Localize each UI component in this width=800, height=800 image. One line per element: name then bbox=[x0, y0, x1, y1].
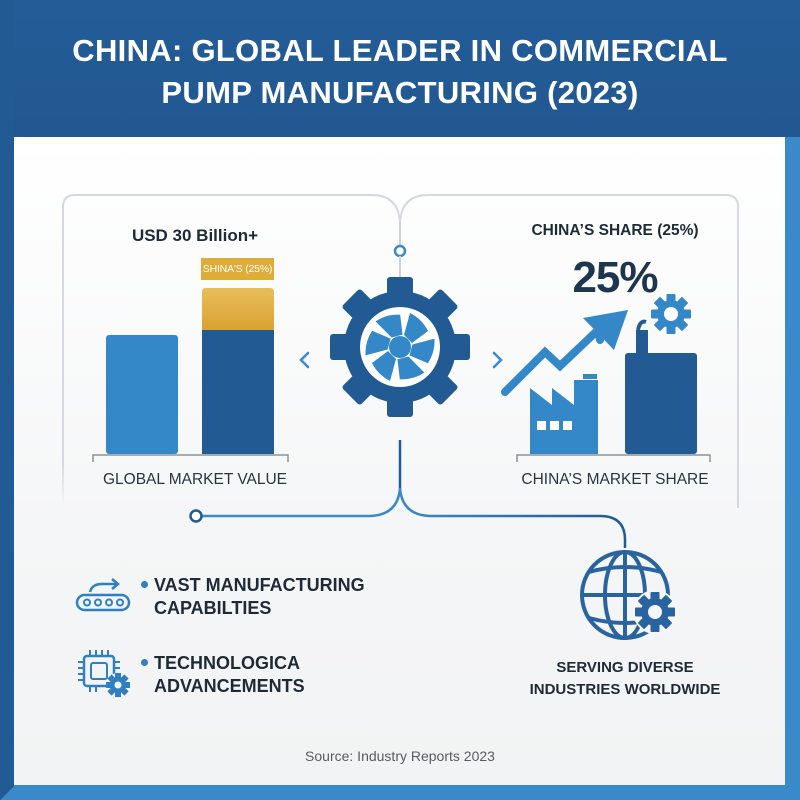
china-share-headline: CHINA’S SHARE (25%) bbox=[531, 222, 699, 239]
top-node-dot bbox=[393, 244, 407, 258]
page-title: CHINA: GLOBAL LEADER IN COMMERCIAL PUMP … bbox=[0, 30, 800, 114]
right-axis bbox=[516, 454, 711, 462]
factory-icon bbox=[530, 374, 598, 454]
chevron-left-icon[interactable] bbox=[299, 351, 310, 369]
conveyor-icon bbox=[75, 578, 131, 612]
left-frame-band bbox=[0, 0, 14, 800]
bottom-connectors bbox=[201, 440, 627, 548]
header-banner bbox=[0, 0, 800, 137]
right-card-outline bbox=[399, 194, 739, 508]
feature-technology: TECHNOLOGICA ADVANCEMENTS bbox=[154, 653, 305, 696]
left-card-outline bbox=[62, 194, 401, 508]
bar-rest-segment bbox=[202, 330, 274, 454]
market-value-bars bbox=[92, 288, 289, 462]
bar-global bbox=[106, 335, 178, 454]
china-share-tag: SHINA'S (25%) bbox=[201, 258, 274, 280]
china-share-value: 25% bbox=[572, 253, 658, 302]
source-footnote: Source: Industry Reports 2023 bbox=[305, 748, 495, 764]
global-market-value-label: GLOBAL MARKET VALUE bbox=[102, 471, 288, 488]
china-share-bar bbox=[625, 319, 697, 454]
chip-gear-icon bbox=[78, 650, 130, 697]
gear-fan-icon bbox=[330, 277, 470, 417]
trend-arrow-icon bbox=[501, 310, 628, 396]
serving-industries-label: SERVING DIVERSE INDUSTRIES WORLDWIDE bbox=[529, 659, 721, 698]
feature-manufacturing: VAST MANUFACTURING CAPABILTIES bbox=[154, 575, 365, 618]
chevron-right-icon[interactable] bbox=[492, 351, 503, 369]
left-axis bbox=[92, 454, 289, 462]
left-node-dot bbox=[189, 509, 203, 523]
title-line-1: CHINA: GLOBAL LEADER IN COMMERCIAL bbox=[72, 33, 728, 68]
globe-gear-icon bbox=[580, 550, 677, 640]
small-gear-icon bbox=[651, 294, 691, 334]
bar-china-share-segment bbox=[202, 288, 274, 330]
bullet-dot bbox=[141, 659, 148, 666]
market-value-headline: USD 30 Billion+ bbox=[131, 226, 259, 245]
title-line-2: PUMP MANUFACTURING (2023) bbox=[161, 75, 639, 110]
bullet-dot bbox=[141, 581, 148, 588]
china-market-share-label: CHINA’S MARKET SHARE bbox=[521, 471, 709, 488]
